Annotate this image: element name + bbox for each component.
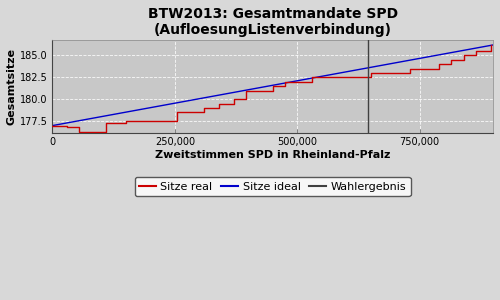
Title: BTW2013: Gesamtmandate SPD
(AufloesungListenverbindung): BTW2013: Gesamtmandate SPD (AufloesungLi…	[148, 7, 398, 37]
X-axis label: Zweitstimmen SPD in Rheinland-Pfalz: Zweitstimmen SPD in Rheinland-Pfalz	[155, 150, 390, 160]
Y-axis label: Gesamtsitze: Gesamtsitze	[7, 48, 17, 124]
Legend: Sitze real, Sitze ideal, Wahlergebnis: Sitze real, Sitze ideal, Wahlergebnis	[135, 177, 410, 196]
